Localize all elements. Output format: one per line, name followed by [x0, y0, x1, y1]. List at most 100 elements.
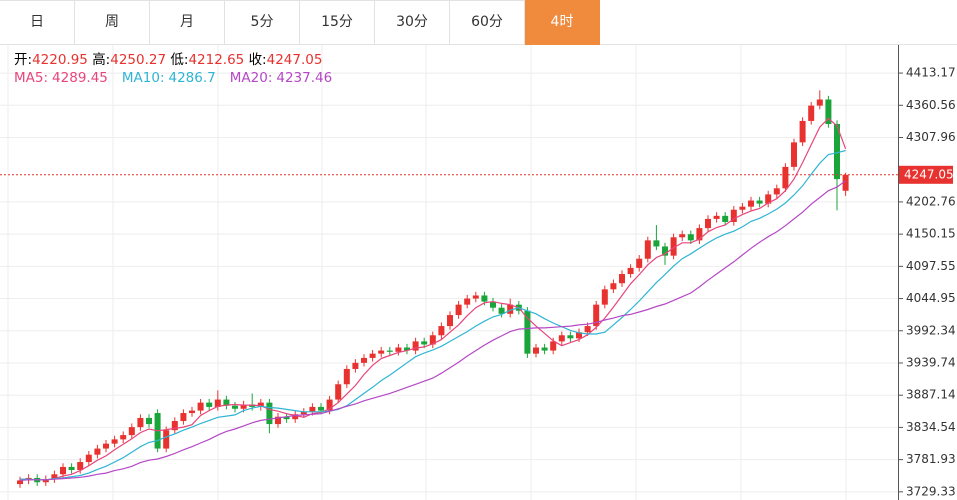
legend-separator: :	[159, 70, 165, 86]
legend-name: MA20	[229, 70, 268, 86]
candle-body	[610, 283, 617, 290]
legend-value: 4237.46	[276, 70, 333, 86]
time-grid	[7, 45, 847, 500]
legend-value: 4286.7	[168, 70, 216, 86]
candle-body	[51, 474, 58, 480]
candle-body	[283, 416, 290, 420]
legend-value: 4289.45	[52, 70, 108, 86]
tab[interactable]: 4时	[525, 0, 600, 45]
info-value: 4220.95	[32, 52, 88, 68]
candle-body	[438, 326, 445, 336]
candle-body	[842, 174, 849, 191]
candle-body	[386, 350, 393, 352]
candle-body	[713, 215, 720, 219]
candle-body	[223, 399, 230, 406]
tab[interactable]: 15分	[300, 0, 375, 45]
candle-body	[472, 295, 479, 299]
y-tick-label: 4360.56	[906, 98, 956, 112]
candle-body	[412, 341, 419, 351]
candle-body	[593, 304, 600, 327]
y-tick-label: 4044.95	[906, 291, 956, 305]
candle-body	[541, 347, 548, 351]
candle-body	[455, 304, 462, 316]
candle-body	[17, 480, 23, 485]
candle-body	[584, 326, 591, 333]
candle-body	[275, 416, 281, 425]
candle-body	[137, 417, 144, 428]
candle-body	[567, 335, 574, 339]
y-tick-label: 3834.54	[906, 420, 956, 434]
candle-body	[533, 347, 539, 354]
candle-body	[146, 417, 152, 425]
candle-body	[756, 200, 763, 204]
info-label: 开:	[14, 52, 33, 68]
legend-name: MA5	[14, 70, 44, 86]
info-label: 收:	[248, 52, 267, 68]
candle-body	[808, 105, 815, 121]
candle-body	[180, 413, 187, 422]
candle-body	[103, 443, 109, 449]
candle-body	[464, 298, 471, 305]
candle-body	[662, 246, 668, 256]
candle-body	[636, 258, 643, 268]
candle-body	[421, 341, 428, 345]
tab[interactable]: 5分	[225, 0, 300, 45]
candle-body	[739, 206, 746, 210]
info-panel: 开:4220.95 高:4250.27 低:4212.65 收:4247.05 …	[14, 51, 346, 87]
candle-body	[232, 405, 238, 409]
candle-body	[85, 454, 92, 463]
tab[interactable]: 周	[75, 0, 150, 45]
candle-body	[653, 240, 660, 247]
y-tick-label: 3939.74	[906, 355, 956, 369]
candle-body	[498, 307, 505, 314]
candle-body	[240, 404, 247, 409]
y-tick-label: 3992.34	[906, 323, 956, 337]
candle-body	[705, 218, 711, 229]
y-tick-label: 3887.14	[906, 388, 956, 402]
candle-body	[550, 341, 557, 351]
candle-body	[524, 310, 531, 354]
candle-body	[318, 406, 324, 411]
ma-line	[20, 117, 847, 481]
candle-body	[791, 142, 797, 167]
candle-body	[369, 353, 376, 358]
tab[interactable]: 30分	[375, 0, 450, 45]
candle-body	[197, 402, 204, 411]
candle-body	[773, 188, 780, 195]
info-label: 低:	[170, 52, 189, 68]
candle-body	[326, 399, 333, 411]
candle-body	[765, 194, 772, 204]
candle-body	[619, 274, 625, 284]
y-tick-label: 3729.33	[906, 484, 956, 498]
candle-body	[94, 448, 101, 455]
tab[interactable]: 日	[0, 0, 75, 45]
candle-body	[42, 479, 49, 483]
y-tick-label: 4307.96	[906, 130, 956, 144]
candle-body	[429, 335, 436, 345]
candle-body	[77, 462, 84, 470]
candle-body	[490, 301, 496, 308]
price-label-box	[899, 165, 953, 184]
price-label: 4247.05	[904, 167, 954, 181]
candle-body	[128, 427, 135, 436]
candle-body	[189, 410, 195, 414]
candle-body	[352, 362, 359, 369]
y-tick-label: 4202.76	[906, 194, 956, 208]
tab[interactable]: 月	[150, 0, 225, 45]
info-value: 4250.27	[110, 52, 167, 68]
candle-body	[696, 228, 703, 241]
candle-body	[627, 267, 634, 275]
candle-body	[395, 347, 402, 352]
candle-body	[558, 335, 565, 342]
candle-body	[214, 399, 221, 407]
legend: MA5: 4289.45 MA10: 4286.7 MA20: 4237.46	[14, 69, 346, 87]
candle-body	[576, 332, 582, 339]
y-tick-label: 4413.17	[906, 66, 956, 80]
info-value: 4247.05	[266, 52, 323, 68]
candle-body	[447, 315, 453, 327]
candle-body	[816, 99, 823, 106]
candle-body	[292, 414, 299, 420]
tab[interactable]: 60分	[450, 0, 525, 45]
